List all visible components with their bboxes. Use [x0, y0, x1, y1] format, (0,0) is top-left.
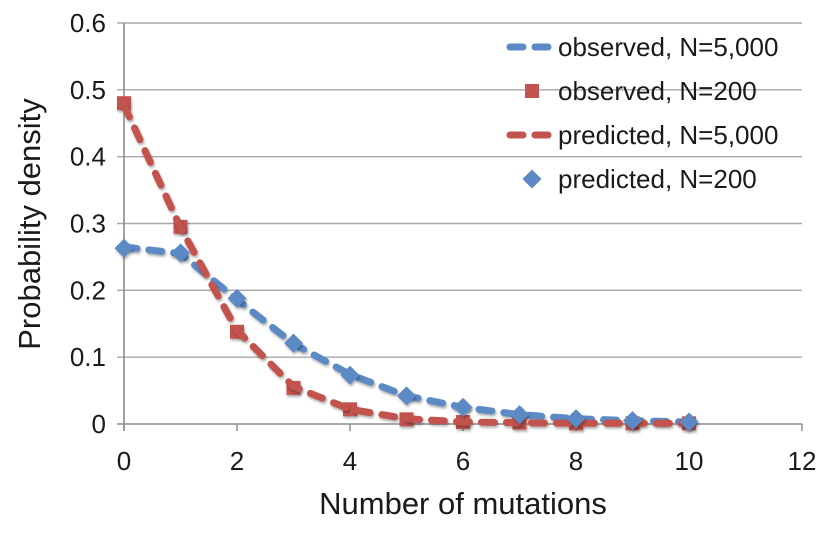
legend-label-observed-n200: observed, N=200: [558, 76, 757, 106]
legend-swatch-observed-n200-marker: [525, 84, 539, 98]
series-predicted-n200-marker: [397, 386, 416, 406]
y-tick-label: 0.2: [70, 275, 106, 305]
gridlines: [117, 22, 802, 358]
y-tick-label: 0.4: [70, 142, 106, 172]
legend-item-observed-n5000: observed, N=5,000: [506, 32, 778, 62]
y-tick-label: 0: [92, 409, 106, 439]
series-predicted-n200-marker: [114, 238, 134, 258]
series-predicted-n200: [114, 238, 699, 432]
series-predicted-n200-marker: [284, 333, 303, 353]
x-axis-title: Number of mutations: [319, 486, 607, 521]
legend-label-observed-n5000: observed, N=5,000: [558, 32, 778, 62]
x-tick-label: 10: [675, 446, 704, 476]
y-axis-title: Probability density: [12, 98, 47, 350]
legend-swatch-predicted-n200-marker: [522, 169, 542, 189]
y-tick-label: 0.3: [70, 209, 106, 239]
series-predicted-n200-marker: [171, 243, 190, 263]
legend-item-observed-n200: observed, N=200: [525, 76, 757, 106]
legend-item-predicted-n200: predicted, N=200: [522, 164, 757, 194]
y-tick-label: 0.5: [70, 75, 106, 105]
x-tick-label: 4: [343, 446, 357, 476]
legend-label-predicted-n5000: predicted, N=5,000: [558, 120, 778, 150]
series-predicted-n200-marker: [340, 365, 360, 385]
tick-labels: 0 0.1 0.2 0.3 0.4 0.5 0.6 0 2 4 6 8 10 12: [70, 8, 817, 476]
x-tick-label: 8: [569, 446, 583, 476]
y-tick-label: 0.1: [70, 342, 106, 372]
x-tick-label: 0: [117, 446, 131, 476]
legend-item-predicted-n5000: predicted, N=5,000: [506, 120, 778, 150]
series-predicted-n200-marker: [227, 288, 247, 308]
series-predicted-n200-marker: [623, 411, 642, 431]
series-predicted-n5000: [120, 101, 693, 427]
legend: observed, N=5,000 observed, N=200 predicte…: [506, 32, 778, 194]
x-tick-label: 6: [456, 446, 470, 476]
x-tick-label: 12: [788, 446, 817, 476]
series-predicted-n200-marker: [510, 405, 529, 425]
series-predicted-n200-marker: [453, 397, 473, 417]
series-predicted-n200-marker: [679, 412, 699, 432]
x-tick-label: 2: [230, 446, 244, 476]
series-predicted-n200-marker: [566, 409, 586, 429]
legend-label-predicted-n200: predicted, N=200: [558, 164, 757, 194]
series-predicted-n5000-line: [120, 101, 693, 427]
y-tick-label: 0.6: [70, 8, 106, 38]
